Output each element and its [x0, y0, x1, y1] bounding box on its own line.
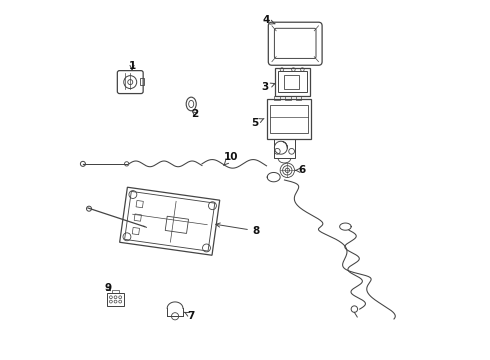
Bar — [134, 214, 142, 221]
Text: 3: 3 — [261, 82, 275, 93]
Text: 8: 8 — [216, 223, 260, 236]
Bar — [278, 71, 307, 92]
Bar — [285, 96, 291, 100]
Bar — [136, 201, 144, 208]
Bar — [267, 99, 311, 139]
Text: 5: 5 — [251, 118, 264, 128]
Bar — [270, 105, 308, 134]
Bar — [285, 75, 299, 89]
Text: 7: 7 — [185, 311, 195, 320]
Text: 9: 9 — [104, 283, 112, 293]
Text: 2: 2 — [191, 109, 198, 119]
Text: 4: 4 — [262, 15, 275, 26]
Bar — [112, 291, 120, 293]
Bar — [275, 68, 310, 96]
Text: 6: 6 — [295, 165, 306, 175]
Bar — [274, 96, 280, 100]
Text: 10: 10 — [224, 152, 239, 165]
Bar — [140, 78, 144, 85]
Bar — [296, 96, 301, 100]
Bar — [274, 139, 295, 158]
Bar — [107, 293, 124, 306]
Text: 1: 1 — [128, 61, 136, 71]
Bar — [132, 228, 140, 235]
